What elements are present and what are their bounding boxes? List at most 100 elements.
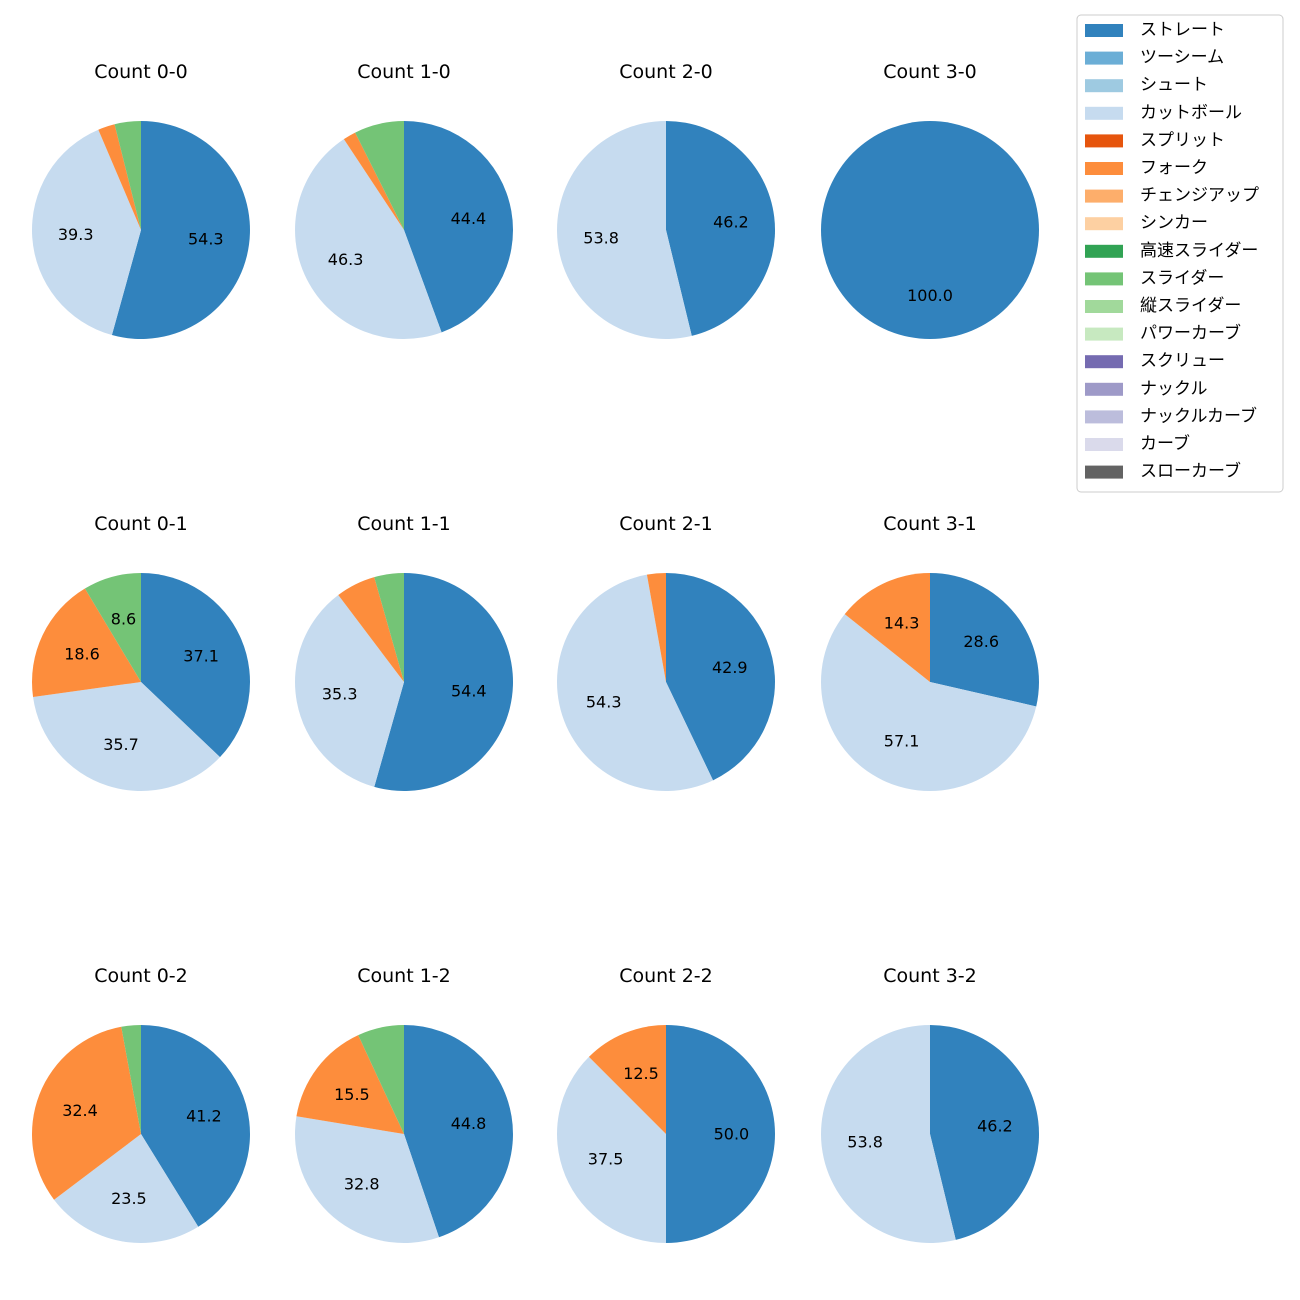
pie-slice-e382b9e383a9e382a4e38380e383bc — [114, 121, 141, 230]
pie-pct-label: 44.4 — [451, 209, 487, 228]
pie-12: Count 3-2 46.2 53.8 — [821, 965, 1040, 1243]
pie-slice-e382abe38383e38388e3839ce383bce383ab — [557, 121, 692, 339]
legend-label: チェンジアップ — [1140, 186, 1259, 206]
pie-slice-e38395e382a9e383bce382af — [844, 573, 930, 682]
pie-title: Count 2-0 — [619, 61, 713, 83]
pie-slice-e38395e382a9e383bce382af — [646, 573, 666, 682]
legend-swatch — [1085, 355, 1123, 369]
legend-label: フォーク — [1140, 158, 1208, 178]
legend-swatch — [1085, 79, 1123, 93]
legend-label: カットボール — [1140, 103, 1242, 123]
legend-label: 高速スライダー — [1140, 241, 1258, 261]
legend-item: スライダー — [1085, 268, 1224, 288]
pie-slice-e382b9e38388e383ace383bce38388 — [930, 573, 1039, 707]
pie-6: Count 1-1 54.4 35.3 — [295, 513, 514, 791]
pie-title: Count 2-1 — [619, 513, 713, 535]
legend-swatch — [1085, 134, 1123, 148]
legend-item: 高速スライダー — [1085, 241, 1258, 261]
pie-slice-e38395e382a9e383bce382af — [98, 124, 141, 230]
pie-slice-e38395e382a9e383bce382af — [31, 1026, 141, 1200]
pie-title: Count 3-0 — [883, 61, 977, 83]
legend-swatch — [1085, 300, 1123, 313]
pie-slice-e382b9e38388e383ace383bce38388 — [374, 573, 514, 791]
pie-slice-e382abe38383e38388e3839ce383bce383ab — [33, 682, 220, 791]
legend-label: ストレート — [1140, 20, 1225, 40]
pie-pct-label: 50.0 — [714, 1125, 750, 1144]
legend-label: ツーシーム — [1140, 48, 1224, 68]
pie-slice-e382b9e38388e383ace383bce38388 — [930, 1025, 1040, 1240]
pie-slice-e382abe38383e38388e3839ce383bce383ab — [54, 1134, 199, 1243]
legend-label: 縦スライダー — [1140, 296, 1241, 316]
legend-item: カットボール — [1085, 103, 1242, 123]
legend-swatch — [1085, 244, 1123, 258]
pie-pct-label: 23.5 — [111, 1189, 147, 1208]
pie-pct-label: 44.8 — [451, 1114, 487, 1133]
legend-label: スローカーブ — [1140, 461, 1241, 482]
legend-item: ナックルカーブ — [1085, 405, 1257, 426]
pie-pct-label: 37.1 — [183, 647, 219, 666]
pie-slice-e382b9e383a9e382a4e38380e383bc — [355, 121, 404, 230]
pie-10: Count 1-2 44.8 32.8 15.5 — [294, 965, 513, 1243]
legend-label: ナックルカーブ — [1140, 405, 1257, 426]
pie-title: Count 1-1 — [357, 513, 451, 535]
legend-swatch — [1085, 410, 1123, 424]
pie-pct-label: 8.6 — [111, 610, 136, 629]
legend-swatch — [1085, 438, 1123, 451]
legend-item: スクリュー — [1085, 351, 1225, 371]
pie-2: Count 1-0 44.4 46.3 — [295, 61, 513, 339]
legend-swatch — [1085, 51, 1123, 65]
pie-pct-label: 32.8 — [344, 1174, 380, 1193]
legend-label: シンカー — [1140, 213, 1208, 233]
pie-slice-e382abe38383e38388e3839ce383bce383ab — [557, 1056, 666, 1243]
pie-slice-e38395e382a9e383bce382af — [588, 1025, 666, 1134]
pie-pct-label: 28.6 — [963, 632, 999, 651]
legend-swatch — [1085, 162, 1123, 175]
pie-slice-e382abe38383e38388e3839ce383bce383ab — [295, 139, 442, 339]
pie-slice-e382abe38383e38388e3839ce383bce383ab — [295, 595, 404, 787]
pie-slice-e382b9e38388e383ace383bce38388 — [666, 1025, 775, 1243]
legend-item: ナックル — [1085, 379, 1208, 399]
legend-item: スプリット — [1085, 130, 1225, 150]
pie-slice-e38395e382a9e383bce382af — [32, 588, 141, 698]
pie-pct-label: 54.3 — [188, 229, 224, 248]
pie-pct-label: 39.3 — [58, 225, 94, 244]
legend-label: スプリット — [1140, 130, 1225, 150]
pie-slice-e382b9e38388e383ace383bce38388 — [141, 1025, 250, 1227]
legend-label: スライダー — [1140, 268, 1224, 288]
legend-frame — [1076, 14, 1284, 493]
pie-title: Count 1-0 — [357, 61, 451, 83]
pie-pct-label: 18.6 — [64, 644, 100, 663]
pie-title: Count 3-1 — [883, 513, 977, 535]
pie-slice-e382b9e38388e383ace383bce38388 — [404, 121, 513, 333]
legend-label: ナックル — [1140, 379, 1208, 399]
pie-title: Count 1-2 — [357, 965, 451, 987]
legend-item: 縦スライダー — [1085, 296, 1241, 316]
pie-pct-label: 42.9 — [712, 658, 748, 677]
pie-pct-label: 100.0 — [907, 286, 953, 305]
pie-slice-e382abe38383e38388e3839ce383bce383ab — [820, 614, 1037, 792]
pie-pct-label: 37.5 — [588, 1150, 624, 1169]
pie-pct-label: 46.2 — [977, 1117, 1013, 1136]
pie-pct-label: 35.7 — [103, 735, 139, 754]
legend-label: シュート — [1140, 75, 1208, 95]
pie-3: Count 2-0 46.2 53.8 — [557, 61, 776, 339]
pie-pct-label: 46.3 — [328, 250, 364, 269]
pie-slice-e382b9e383a9e382a4e38380e383bc — [121, 1025, 141, 1134]
pie-pct-label: 53.8 — [847, 1132, 883, 1151]
legend-label: カーブ — [1140, 433, 1190, 454]
legend-item: シュート — [1085, 75, 1208, 95]
legend-swatch — [1085, 382, 1123, 396]
legend-swatch — [1085, 217, 1123, 231]
pie-pct-label: 46.2 — [713, 213, 749, 232]
pie-slice-e382b9e38388e383ace383bce38388 — [666, 120, 776, 336]
pie-slice-e382b9e383a9e382a4e38380e383bc — [358, 1025, 404, 1134]
pie-pct-label: 54.4 — [451, 682, 487, 701]
pie-pct-label: 57.1 — [884, 731, 920, 750]
legend-label: スクリュー — [1140, 351, 1225, 371]
pie-pct-label: 32.4 — [62, 1101, 98, 1120]
legend-swatch — [1085, 327, 1123, 341]
pie-title: Count 3-2 — [883, 965, 977, 987]
pie-pct-label: 54.3 — [586, 693, 622, 712]
